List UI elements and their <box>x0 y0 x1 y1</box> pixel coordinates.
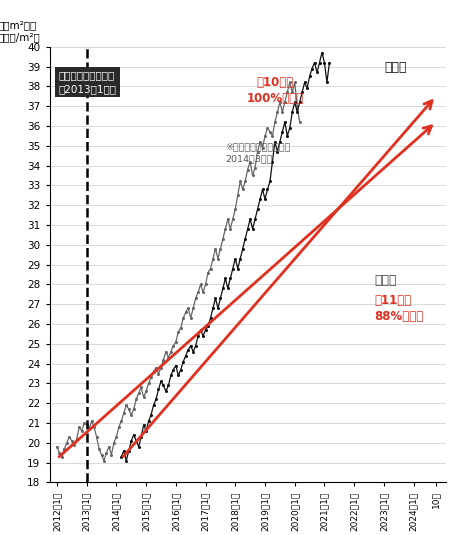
Text: 約10年で
100%値上り: 約10年で 100%値上り <box>246 76 303 105</box>
Text: 約11年で
88%値上り: 約11年で 88%値上り <box>374 294 423 323</box>
Text: 福岡県: 福岡県 <box>384 60 406 73</box>
Text: ※福岡のみデータ欠落で
2014年3月〜: ※福岡のみデータ欠落で 2014年3月〜 <box>225 143 291 164</box>
Text: 成約m²単価
（万円/m²）: 成約m²単価 （万円/m²） <box>0 20 41 42</box>
Text: 日銀の金融緩和発表
（2013年1月）: 日銀の金融緩和発表 （2013年1月） <box>58 71 116 94</box>
Text: 愛知県: 愛知県 <box>374 274 396 287</box>
